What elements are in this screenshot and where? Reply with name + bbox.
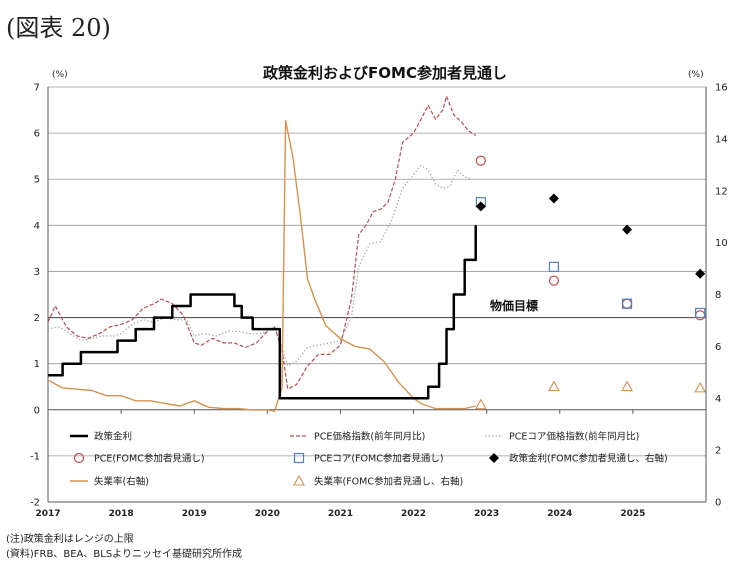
point-unemp-proj: [621, 380, 633, 392]
x-tick-label: 2017: [35, 509, 60, 519]
right-axis-unit: (%): [688, 70, 704, 80]
series-layer: [47, 95, 477, 412]
point-fed-proj: [695, 268, 706, 279]
left-tick-label: -2: [30, 498, 40, 509]
point-unemp-proj: [547, 380, 560, 392]
right-tick-label: 12: [715, 186, 728, 197]
x-tick-label: 2019: [182, 509, 207, 519]
x-tick-label: 2024: [547, 509, 572, 519]
series-pce: [47, 95, 477, 390]
right-tick-label: 10: [715, 238, 728, 249]
point-fed-proj: [622, 224, 633, 235]
right-tick-label: 8: [715, 290, 721, 301]
left-tick-label: 6: [34, 129, 40, 140]
legend-swatch: [73, 452, 85, 464]
x-tick-label: 2022: [401, 509, 426, 519]
series-unemployment: [47, 120, 476, 412]
point-pce-proj: [475, 155, 486, 166]
left-tick-label: 2: [34, 313, 40, 324]
chart-source: (資料)FRB、BEA、BLSよりニッセイ基礎研究所作成: [6, 549, 242, 560]
point-fed-proj: [548, 193, 559, 204]
right-tick-label: 14: [715, 134, 728, 145]
legend-swatch: [293, 452, 305, 464]
point-unemp-proj: [694, 381, 707, 393]
chart-note: (注)政策金利はレンジの上限: [6, 534, 134, 545]
left-tick-label: 3: [34, 267, 40, 278]
left-tick-label: 0: [34, 405, 40, 416]
legend-label: 失業率(右軸): [94, 476, 149, 488]
legend-swatch: [293, 474, 305, 486]
legend-swatch: [489, 453, 499, 463]
point-core-pce-proj: [695, 307, 706, 319]
legend-label: 政策金利(FOMC参加者見通し、右軸): [509, 453, 668, 465]
legend-label: 失業率(FOMC参加者見通し、右軸): [314, 476, 463, 488]
legend-label: 政策金利: [94, 431, 132, 443]
left-tick-label: -1: [30, 451, 40, 462]
left-tick-label: 5: [34, 175, 40, 186]
point-pce-proj: [621, 298, 633, 309]
point-unemp-proj: [474, 398, 487, 410]
series-core-pce: [47, 164, 473, 367]
figure-label: (図表 20): [6, 14, 111, 42]
series-fed-funds: [48, 225, 477, 400]
legend: 政策金利 PCE価格指数(前年同月比) PCEコア価格指数(前年同月比) PCE(FO…: [70, 431, 668, 488]
left-axis-unit: (%): [52, 70, 68, 80]
legend-label: PCE価格指数(前年同月比): [314, 431, 425, 443]
x-tick-label: 2020: [255, 509, 280, 519]
x-tick-label: 2025: [620, 509, 645, 519]
x-tick-label: 2021: [328, 509, 353, 519]
point-core-pce-proj: [548, 261, 560, 272]
legend-label: PCEコア(FOMC参加者見通し): [314, 453, 444, 465]
left-tick-label: 1: [34, 359, 40, 370]
target-line-label: 物価目標: [490, 298, 538, 313]
x-tick-label: 2023: [474, 509, 499, 519]
projection-layer: [474, 155, 707, 410]
right-tick-label: 6: [715, 342, 721, 353]
right-tick-label: 16: [715, 83, 728, 94]
right-tick-label: 4: [715, 394, 721, 405]
x-tick-label: 2018: [109, 509, 134, 519]
point-core-pce-proj: [621, 298, 633, 309]
point-pce-proj: [695, 310, 706, 321]
chart-title: 政策金利およびFOMC参加者見通し: [263, 64, 507, 82]
right-tick-label: 0: [715, 498, 721, 509]
grid: [48, 86, 706, 503]
legend-label: PCEコア価格指数(前年同月比): [509, 431, 639, 443]
right-tick-label: 2: [715, 446, 721, 457]
point-pce-proj: [548, 275, 560, 286]
point-fed-proj: [475, 201, 486, 212]
legend-label: PCE(FOMC参加者見通し): [94, 453, 205, 465]
left-tick-label: 4: [34, 221, 40, 232]
left-tick-label: 7: [34, 83, 40, 94]
